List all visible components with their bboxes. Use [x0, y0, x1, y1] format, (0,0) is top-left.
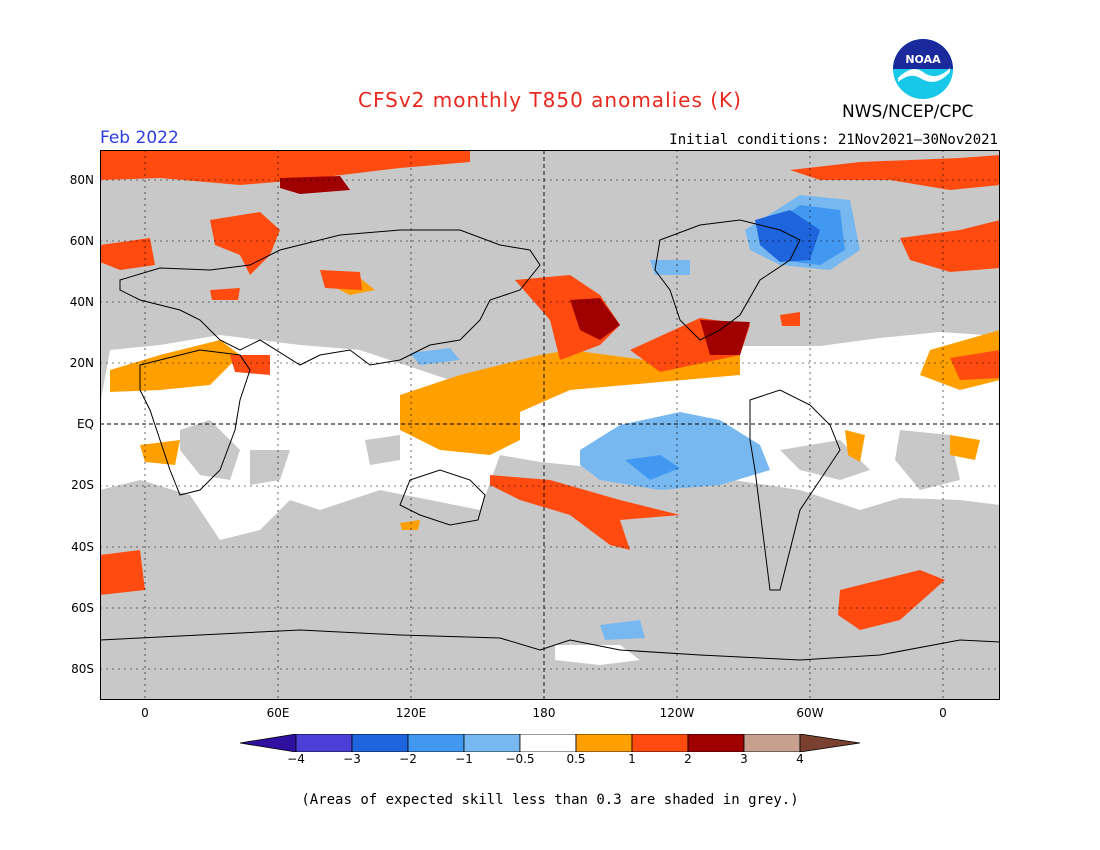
forecast-period: Feb 2022: [100, 128, 179, 148]
lon-label: 180: [532, 706, 556, 720]
colorbar-label: 1: [628, 752, 636, 766]
lon-label: 60W: [796, 706, 824, 720]
skill-footnote: (Areas of expected skill less than 0.3 a…: [301, 792, 799, 808]
lon-label: 0: [939, 706, 947, 720]
lat-label: 20S: [71, 478, 94, 492]
lon-label: 60E: [266, 706, 290, 720]
lat-label: 20N: [69, 356, 94, 370]
warm-anomaly-0.5-1: [110, 278, 1000, 530]
coastlines: [100, 219, 1000, 661]
colorbar-label: −0.5: [505, 752, 535, 766]
colorbar-label: −3: [343, 752, 361, 766]
colorbar-label: −4: [287, 752, 305, 766]
lon-label: 0: [141, 706, 149, 720]
noaa-logo: NOAA: [893, 39, 953, 99]
graticule: [100, 150, 1000, 700]
colorbar-label: 4: [796, 752, 804, 766]
colorbar-label: 3: [740, 752, 748, 766]
colorbar-label: −2: [399, 752, 417, 766]
map-title: CFSv2 monthly T850 anomalies (K): [358, 88, 742, 112]
colorbar-label: −1: [455, 752, 473, 766]
agency-label: NWS/NCEP/CPC: [842, 102, 974, 122]
lat-label: 40N: [69, 295, 94, 309]
lat-label: 80S: [71, 662, 94, 676]
lon-label: 120W: [659, 706, 695, 720]
noaa-logo-text: NOAA: [905, 53, 941, 66]
equator-dateline: [100, 150, 1000, 700]
anomaly-map: [100, 150, 1000, 700]
colorbar-label: 0.5: [566, 752, 586, 766]
lat-label: 60S: [71, 601, 94, 615]
lat-label: EQ: [76, 417, 94, 431]
colorbar: [240, 734, 860, 752]
lat-label: 80N: [69, 173, 94, 187]
lat-label: 40S: [71, 540, 94, 554]
cold-anomaly-2-3: [755, 210, 820, 262]
lat-label: 60N: [69, 234, 94, 248]
lon-label: 120E: [395, 706, 427, 720]
initial-conditions: Initial conditions: 21Nov2021–30Nov2021: [669, 132, 998, 148]
warm-anomaly-2-3: [280, 176, 750, 355]
colorbar-label: 2: [684, 752, 692, 766]
